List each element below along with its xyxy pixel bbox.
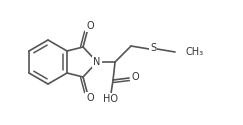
Text: O: O xyxy=(131,72,139,82)
Text: O: O xyxy=(86,93,94,103)
Text: S: S xyxy=(150,43,156,53)
Text: CH₃: CH₃ xyxy=(185,47,203,57)
Text: O: O xyxy=(86,21,94,31)
Text: N: N xyxy=(93,57,101,67)
Text: HO: HO xyxy=(103,94,118,104)
